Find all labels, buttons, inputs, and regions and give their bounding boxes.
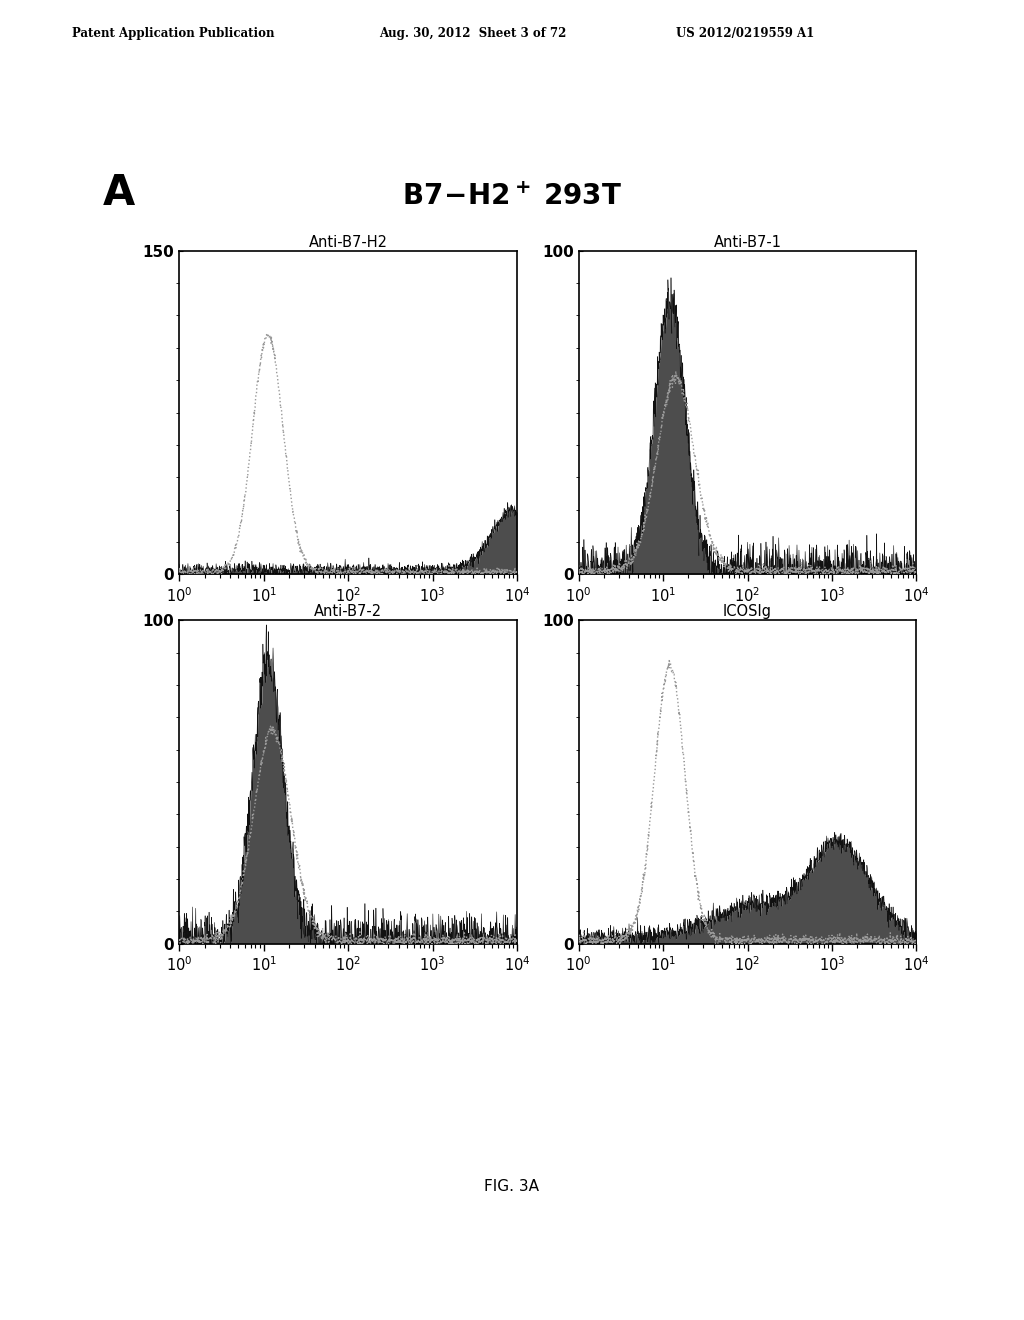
Text: US 2012/0219559 A1: US 2012/0219559 A1 — [676, 26, 814, 40]
Text: Aug. 30, 2012  Sheet 3 of 72: Aug. 30, 2012 Sheet 3 of 72 — [379, 26, 566, 40]
Title: Anti-B7-1: Anti-B7-1 — [714, 235, 781, 249]
Text: $\mathbf{B7\!-\!H2^+\ 293T}$: $\mathbf{B7\!-\!H2^+\ 293T}$ — [402, 182, 622, 211]
Title: Anti-B7-2: Anti-B7-2 — [314, 605, 382, 619]
Title: ICOSIg: ICOSIg — [723, 605, 772, 619]
Text: Patent Application Publication: Patent Application Publication — [72, 26, 274, 40]
Text: FIG. 3A: FIG. 3A — [484, 1179, 540, 1193]
Title: Anti-B7-H2: Anti-B7-H2 — [308, 235, 388, 249]
Text: A: A — [102, 172, 134, 214]
